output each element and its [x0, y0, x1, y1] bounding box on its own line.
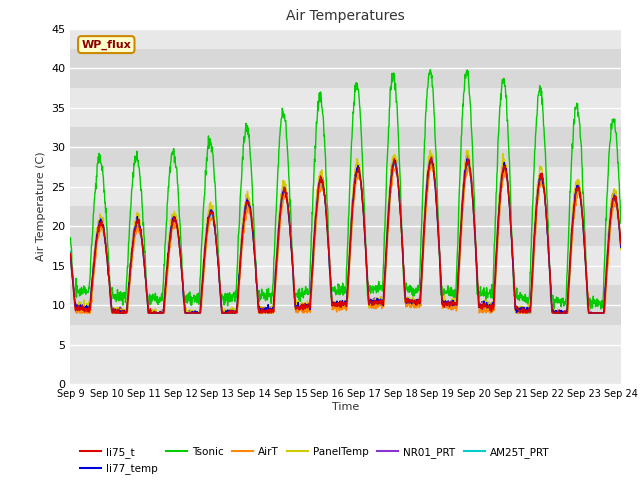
AirT [428, 161, 435, 167]
Line: li77_temp: li77_temp [70, 158, 621, 313]
AirT [552, 310, 560, 316]
AM25T_PRT [617, 242, 625, 248]
li77_temp [432, 192, 440, 197]
Tsonic [431, 138, 439, 144]
Bar [70, 167, 621, 206]
li75_t [67, 251, 74, 256]
Line: Tsonic: Tsonic [70, 70, 621, 309]
li77_temp [427, 156, 435, 161]
Line: AM25T_PRT: AM25T_PRT [70, 160, 621, 313]
Bar [70, 88, 621, 128]
Legend: li75_t, li77_temp, Tsonic, AirT, PanelTemp, NR01_PRT, AM25T_PRT: li75_t, li77_temp, Tsonic, AirT, PanelTe… [76, 443, 554, 478]
PanelTemp [617, 247, 625, 252]
Tsonic [504, 118, 511, 124]
li77_temp [113, 310, 121, 316]
PanelTemp [79, 310, 86, 316]
NR01_PRT [189, 310, 197, 316]
PanelTemp [504, 177, 511, 183]
AM25T_PRT [504, 179, 511, 185]
Tsonic [617, 220, 625, 226]
Tsonic [552, 297, 559, 303]
Y-axis label: Air Temperature (C): Air Temperature (C) [36, 152, 46, 261]
Tsonic [175, 215, 183, 220]
Bar [70, 285, 621, 325]
PanelTemp [431, 186, 439, 192]
NR01_PRT [428, 152, 435, 158]
AirT [432, 187, 440, 193]
li77_temp [504, 178, 511, 184]
NR01_PRT [176, 244, 184, 250]
AirT [251, 254, 259, 260]
PanelTemp [552, 310, 560, 316]
AM25T_PRT [67, 249, 74, 254]
AM25T_PRT [176, 246, 184, 252]
NR01_PRT [432, 189, 440, 195]
AirT [504, 183, 511, 189]
AM25T_PRT [251, 250, 259, 256]
Line: PanelTemp: PanelTemp [70, 150, 621, 313]
NR01_PRT [552, 310, 560, 316]
AM25T_PRT [552, 310, 560, 316]
PanelTemp [463, 147, 471, 153]
AirT [73, 310, 81, 316]
AM25T_PRT [432, 187, 440, 193]
li75_t [504, 179, 511, 185]
AirT [189, 310, 197, 316]
PanelTemp [67, 251, 74, 257]
Tsonic [67, 235, 74, 240]
NR01_PRT [67, 252, 74, 257]
X-axis label: Time: Time [332, 402, 359, 412]
NR01_PRT [251, 254, 259, 260]
li77_temp [176, 247, 184, 253]
PanelTemp [189, 310, 197, 316]
AM25T_PRT [428, 157, 435, 163]
li77_temp [251, 255, 259, 261]
li75_t [428, 154, 435, 160]
Text: WP_flux: WP_flux [81, 39, 131, 50]
AirT [67, 252, 74, 258]
li75_t [617, 241, 625, 247]
li75_t [251, 254, 259, 260]
Line: NR01_PRT: NR01_PRT [70, 155, 621, 313]
li77_temp [189, 310, 197, 316]
NR01_PRT [617, 245, 625, 251]
li75_t [432, 186, 440, 192]
li77_temp [552, 310, 560, 316]
Tsonic [597, 306, 605, 312]
li75_t [109, 310, 116, 316]
li77_temp [617, 244, 625, 250]
PanelTemp [251, 251, 259, 256]
Tsonic [189, 296, 196, 301]
Line: AirT: AirT [70, 164, 621, 313]
li75_t [176, 245, 184, 251]
Bar [70, 206, 621, 246]
NR01_PRT [110, 310, 118, 316]
Bar [70, 325, 621, 364]
li75_t [189, 310, 197, 316]
AirT [176, 247, 184, 253]
NR01_PRT [504, 180, 511, 186]
li77_temp [67, 251, 74, 257]
Title: Air Temperatures: Air Temperatures [286, 10, 405, 24]
Line: li75_t: li75_t [70, 157, 621, 313]
Tsonic [426, 67, 434, 72]
Bar [70, 128, 621, 167]
AirT [617, 241, 625, 247]
Bar [70, 48, 621, 88]
li75_t [552, 310, 560, 315]
Tsonic [250, 234, 258, 240]
AM25T_PRT [110, 310, 118, 316]
Bar [70, 246, 621, 285]
AM25T_PRT [189, 310, 197, 316]
PanelTemp [176, 245, 184, 251]
